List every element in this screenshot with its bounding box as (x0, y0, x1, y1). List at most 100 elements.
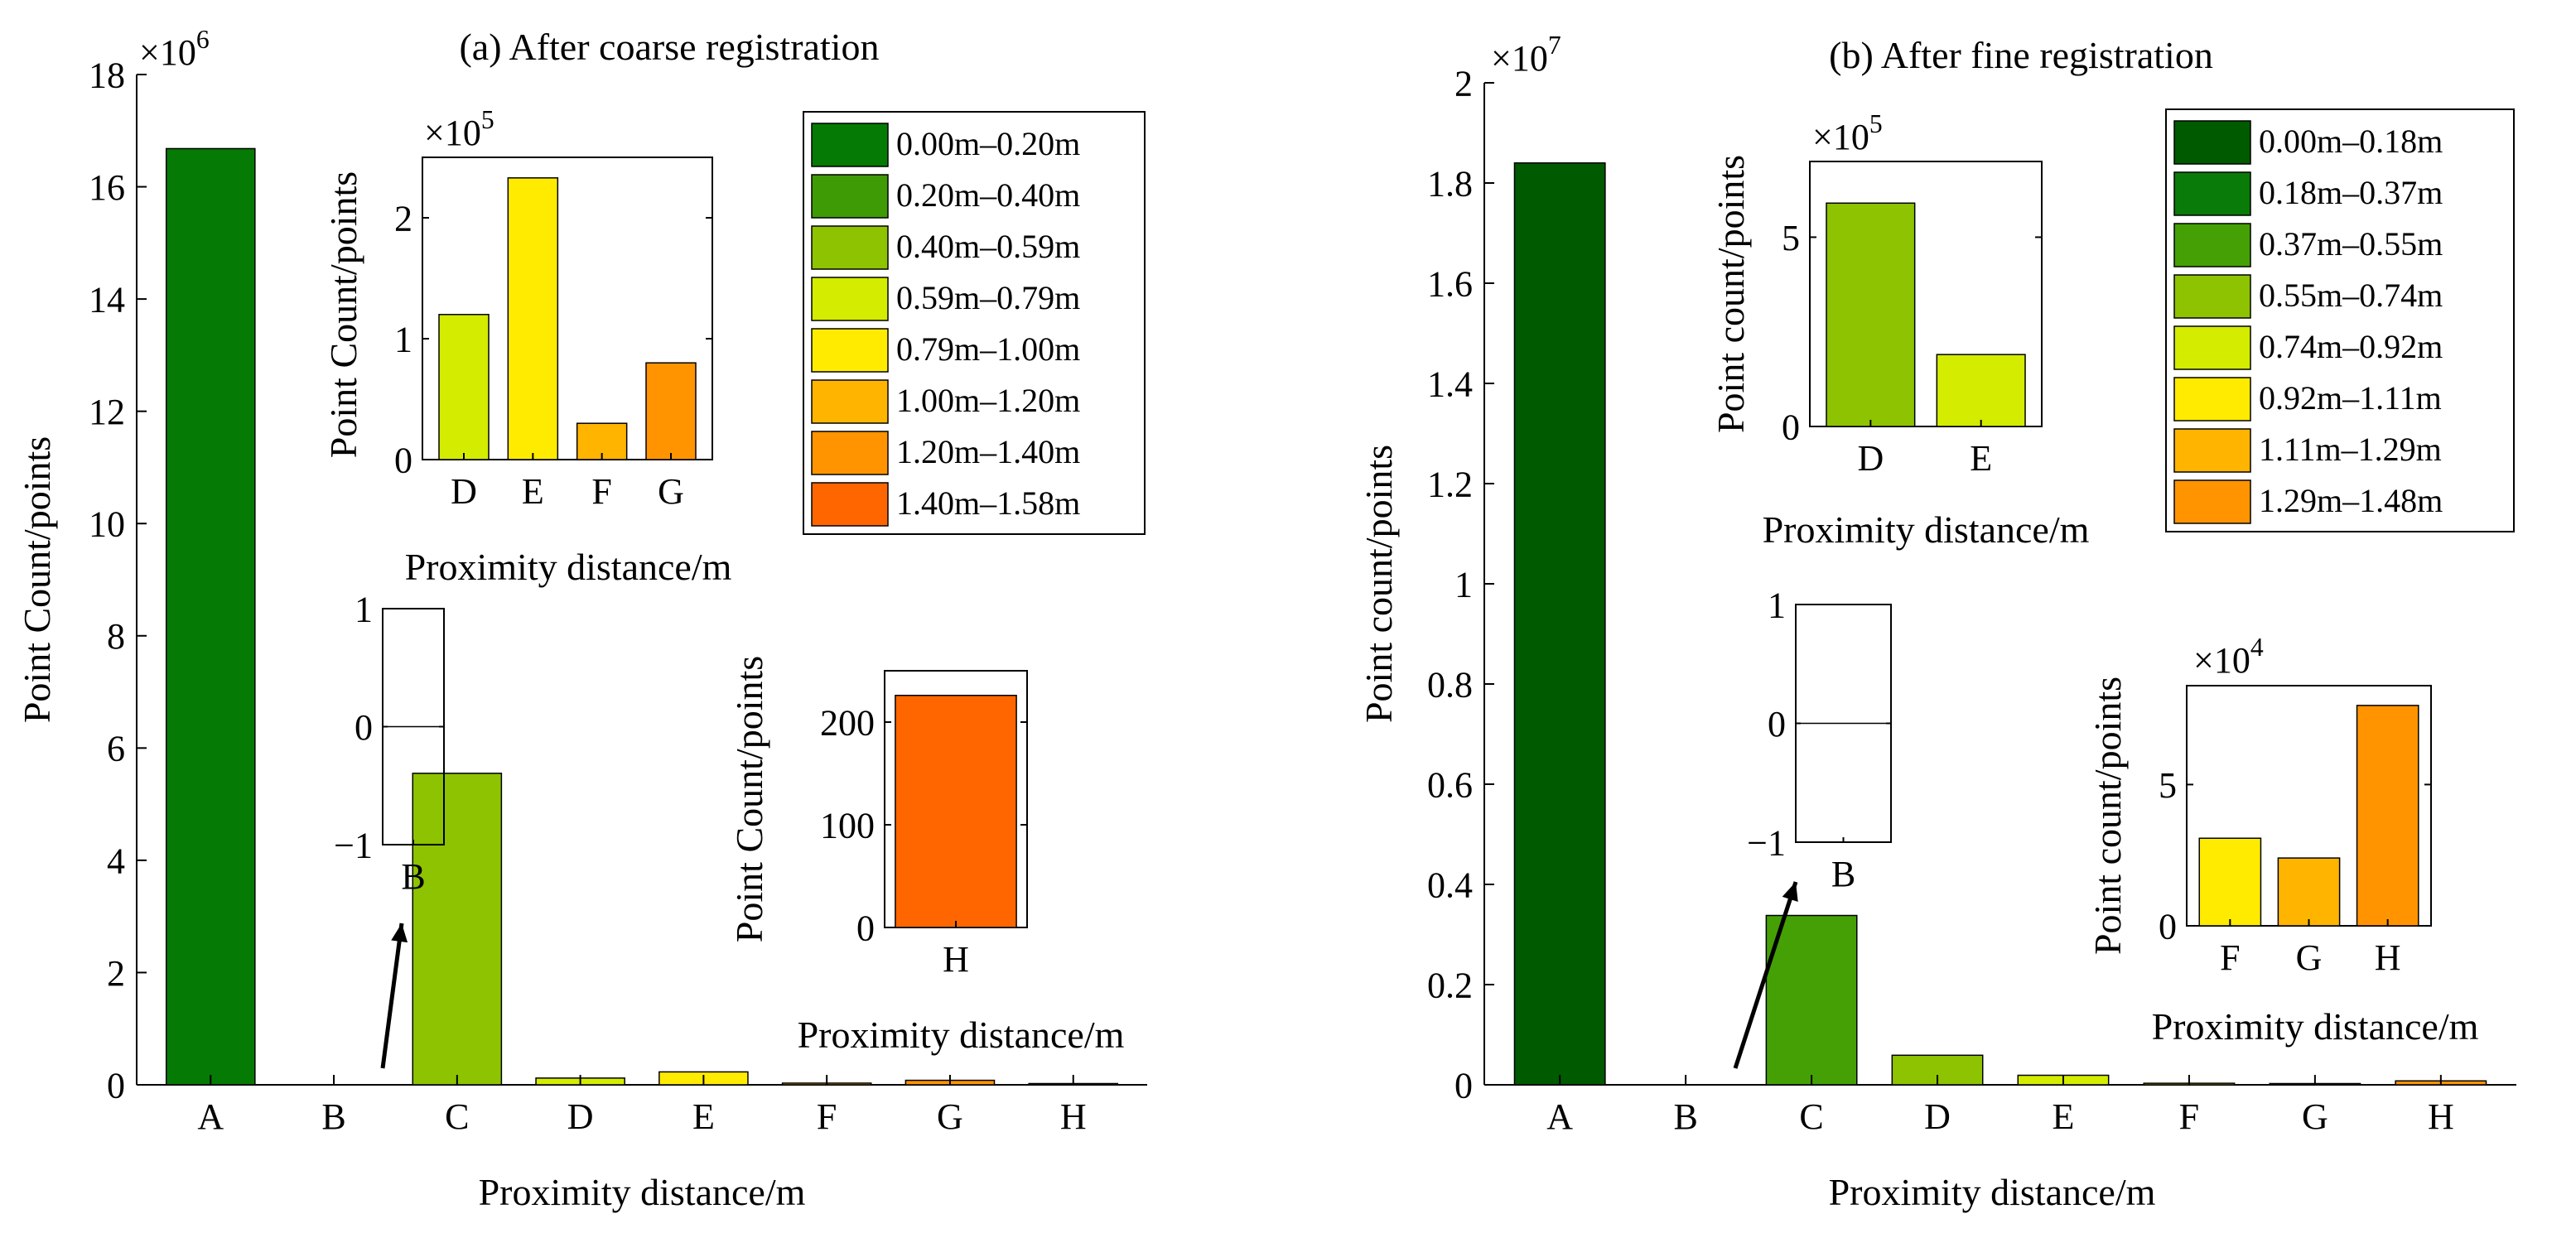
b-ytick-label: 0.2 (1427, 965, 1473, 1005)
a-xtick-label: H (1060, 1096, 1087, 1137)
a-inset-defg-xtick-label: E (522, 471, 544, 512)
a-inset-defg-exponent-base: ×10 (424, 113, 481, 153)
b-legend-swatch (2173, 120, 2251, 165)
a-ytick-label: 10 (89, 504, 125, 545)
a-legend-swatch (811, 379, 889, 424)
a-inset-defg-bar-e (507, 177, 559, 460)
b-ytick-label: 1 (1454, 564, 1473, 605)
b-inset-de-ytick-label: 5 (1782, 218, 1800, 258)
a-inset-h-ytick-label: 100 (820, 805, 875, 845)
b-inset-de-exponent: ×105 (1812, 109, 1883, 157)
a-ytick-label: 18 (89, 55, 125, 95)
b-ytick-label: 0.4 (1427, 865, 1473, 905)
b-inset-fgh-y-label: Point count/points (2086, 677, 2129, 955)
a-legend-label: 0.79m–1.00m (896, 330, 1080, 368)
a-inset-b-ytick-label: −1 (334, 825, 373, 865)
a-ytick-label: 2 (107, 953, 125, 994)
b-inset-de-exponent-power: 5 (1869, 109, 1883, 138)
b-inset-fgh-xtick-label: F (2220, 937, 2240, 978)
a-inset-defg-bar-g (645, 362, 697, 460)
b-inset-de-ytick-label: 0 (1782, 407, 1800, 447)
a-ytick-label: 14 (89, 280, 125, 320)
b-xtick-label: H (2428, 1096, 2454, 1137)
b-legend-swatch (2173, 377, 2251, 421)
b-exponent-power: 7 (1548, 31, 1561, 60)
b-exponent: ×107 (1491, 31, 1561, 79)
b-inset-fgh-bar-f (2198, 837, 2262, 927)
b-ytick-label: 1.8 (1427, 163, 1473, 204)
b-inset-fgh-xtick-label: H (2375, 937, 2401, 978)
a-inset-b-ytick-label: 0 (355, 707, 373, 748)
b-inset-de-x-label: Proximity distance/m (1763, 508, 2090, 551)
a-arrow-shaft (380, 922, 404, 1069)
a-legend-label: 1.00m–1.20m (896, 382, 1080, 419)
b-legend-label: 0.74m–0.92m (2259, 328, 2443, 365)
a-ytick-label: 0 (107, 1065, 125, 1106)
b-inset-fgh-ytick-label: 5 (2159, 765, 2177, 806)
b-title: (b) After fine registration (1829, 34, 2213, 76)
b-legend-label: 0.92m–1.11m (2259, 379, 2442, 417)
b-xtick-label: F (2179, 1096, 2199, 1137)
b-inset-de-y-label: Point count/points (1710, 155, 1752, 433)
a-inset-defg-xtick-label: D (451, 471, 477, 512)
b-inset-b-ytick-label: 1 (1768, 585, 1786, 625)
b-arrow-shaft (1733, 881, 1798, 1069)
b-legend-swatch (2173, 428, 2251, 473)
b-legend-label: 0.55m–0.74m (2259, 277, 2443, 314)
a-inset-b-xtick-label: B (401, 856, 425, 897)
a-xtick-label: G (937, 1096, 963, 1137)
a-inset-h-ytick-label: 200 (820, 702, 875, 743)
a-legend-label: 0.20m–0.40m (896, 176, 1080, 214)
b-inset-b-ytick-label: −1 (1747, 822, 1786, 863)
b-arrow-head (1782, 882, 1798, 903)
a-legend-swatch (811, 482, 889, 527)
b-legend-label: 1.11m–1.29m (2259, 431, 2442, 468)
b-inset-fgh-xtick-label: G (2296, 937, 2323, 978)
b-legend-label: 0.37m–0.55m (2259, 225, 2443, 263)
a-ytick-label: 8 (107, 616, 125, 657)
a-inset-defg-xtick-label: G (658, 471, 684, 512)
a-legend-label: 1.20m–1.40m (896, 433, 1080, 470)
b-bar-c (1765, 914, 1858, 1086)
a-inset-h-x-label: Proximity distance/m (798, 1014, 1125, 1056)
a-bar-a (165, 147, 256, 1086)
a-inset-defg-exponent: ×105 (424, 105, 494, 153)
a-legend-swatch (811, 123, 889, 167)
a-inset-h-y-label: Point Count/points (728, 656, 770, 942)
a-ytick-label: 12 (89, 392, 125, 432)
a-ytick-label: 6 (107, 729, 125, 769)
b-inset-b-xtick-label: B (1831, 854, 1855, 894)
b-legend-label: 0.00m–0.18m (2259, 123, 2443, 160)
a-xtick-label: F (817, 1096, 837, 1137)
a-legend-swatch (811, 328, 889, 373)
a-exponent-base: ×10 (139, 32, 196, 73)
a-xtick-label: D (567, 1096, 594, 1137)
b-legend-swatch (2173, 479, 2251, 524)
a-xtick-label: B (321, 1096, 345, 1137)
a-inset-h-bar-h (895, 695, 1017, 928)
a-inset-defg-bar-d (438, 314, 490, 460)
b-legend-swatch (2173, 325, 2251, 370)
b-legend-swatch (2173, 171, 2251, 216)
a-exponent: ×106 (139, 25, 210, 73)
a-inset-b-ytick-label: 1 (355, 589, 373, 629)
b-legend-swatch (2173, 223, 2251, 267)
a-legend-swatch (811, 225, 889, 270)
b-xtick-label: G (2302, 1096, 2328, 1137)
a-y-label: Point Count/points (16, 436, 58, 723)
b-inset-de-bar-d (1826, 202, 1916, 427)
a-ytick-label: 4 (107, 841, 125, 881)
a-inset-defg-ytick-label: 2 (394, 198, 412, 238)
a-inset-defg-ytick-label: 1 (394, 319, 412, 359)
b-legend-label: 0.18m–0.37m (2259, 174, 2443, 211)
a-ytick-label: 16 (89, 167, 125, 208)
b-inset-de-xtick-label: E (1970, 438, 1992, 479)
b-xtick-label: E (2053, 1096, 2075, 1137)
a-xtick-label: E (692, 1096, 715, 1137)
b-inset-fgh-exponent: ×104 (2193, 633, 2264, 681)
b-inset-b-ytick-label: 0 (1768, 704, 1786, 744)
b-inset-de-bar-e (1936, 354, 2026, 427)
a-x-label: Proximity distance/m (479, 1171, 806, 1213)
b-inset-fgh-x-label: Proximity distance/m (2152, 1005, 2479, 1048)
